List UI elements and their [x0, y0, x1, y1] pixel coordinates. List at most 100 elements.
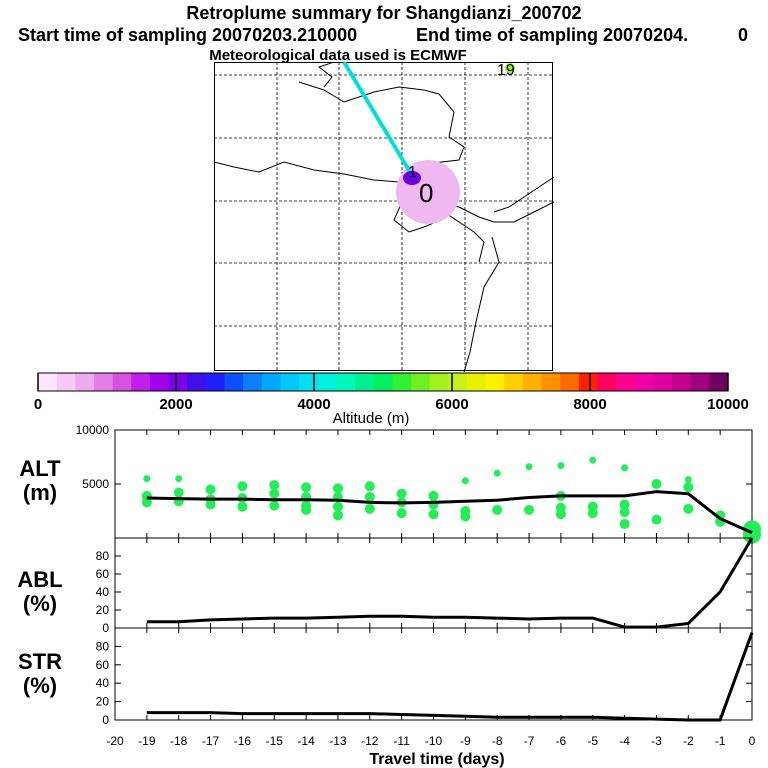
- altitude-point: [301, 482, 312, 493]
- altitude-point: [555, 509, 566, 520]
- day-label: 19: [497, 62, 515, 79]
- y-tick-label: 10000: [76, 423, 110, 437]
- colorbar-tick-label: 2000: [159, 396, 192, 413]
- altitude-point: [428, 490, 439, 501]
- altitude-colorbar: 0 2000 4000 6000 8000 10000 Altitude (m): [34, 372, 749, 427]
- alt-plot: 5000 10000: [76, 423, 761, 544]
- altitude-point: [205, 484, 216, 495]
- x-tick-label: -17: [202, 734, 220, 748]
- y-tick-label: 60: [96, 567, 110, 581]
- trajectory-map: 19 1 0: [214, 62, 554, 372]
- x-tick-label: -5: [587, 734, 598, 748]
- altitude-point: [301, 504, 312, 515]
- alt-panel-label: ALT (m): [19, 456, 61, 505]
- map-graticule: [214, 62, 554, 372]
- colorbar-swatch: [187, 373, 207, 391]
- y-tick-label: 5000: [82, 477, 109, 491]
- colorbar-swatch: [672, 373, 692, 391]
- colorbar-swatch: [541, 373, 561, 391]
- colorbar-swatch: [38, 373, 58, 391]
- altitude-point: [396, 508, 407, 519]
- altitude-point: [493, 469, 501, 477]
- x-tick-label: -12: [361, 734, 379, 748]
- colorbar-swatch: [410, 373, 431, 391]
- colorbar-swatch: [690, 373, 710, 391]
- x-tick-label: -13: [329, 734, 347, 748]
- abl-panel-label: ABL (%): [17, 567, 63, 616]
- altitude-point: [269, 500, 280, 511]
- colorbar-swatch: [205, 373, 225, 391]
- end-time-label: End time of sampling 20070204.: [416, 25, 689, 45]
- colorbar-swatch: [355, 373, 375, 391]
- altitude-point: [237, 481, 248, 492]
- colorbar-swatch: [317, 373, 337, 391]
- x-tick-labels: -20 -19 -18 -17 -16 -15 -14 -13 -12 -11 -10 -9 -8 -7-…: [106, 734, 755, 748]
- altitude-point: [269, 488, 280, 499]
- altitude-point: [589, 456, 597, 464]
- colorbar-swatch: [429, 373, 449, 391]
- x-tick-label: -11: [393, 734, 410, 748]
- altitude-point: [396, 488, 407, 499]
- altitude-point: [173, 487, 184, 498]
- colorbar-swatch: [485, 373, 505, 391]
- x-tick-label: -19: [138, 734, 156, 748]
- altitude-point: [332, 510, 343, 521]
- x-tick-label: -15: [266, 734, 284, 748]
- colorbar-swatch: [93, 373, 114, 391]
- altitude-point: [525, 463, 533, 471]
- colorbar-tick-label: 8000: [573, 396, 606, 413]
- colorbar-swatch: [634, 373, 654, 391]
- str-plot-frame: [114, 627, 753, 721]
- colorbar-swatch: [373, 373, 393, 391]
- day-label: 0: [419, 178, 433, 208]
- colorbar-swatch: [392, 373, 412, 391]
- str-panel-label: STR (%): [18, 649, 62, 698]
- y-tick-label: 60: [96, 658, 110, 672]
- y-tick-label: 0: [102, 713, 109, 727]
- colorbar-swatch: [653, 373, 673, 391]
- alt-series-line: [146, 490, 753, 534]
- x-tick-label: -4: [619, 734, 630, 748]
- colorbar-swatch: [243, 373, 263, 391]
- colorbar-swatch: [616, 373, 636, 391]
- altitude-point: [175, 475, 183, 483]
- colorbar-swatches: [38, 373, 729, 391]
- colorbar-tick-label: 6000: [435, 396, 468, 413]
- altitude-point: [460, 511, 471, 522]
- altitude-point: [364, 491, 375, 502]
- y-tick-label: 80: [96, 549, 110, 563]
- colorbar-swatch: [261, 373, 281, 391]
- colorbar-swatch: [504, 373, 524, 391]
- colorbar-swatch: [280, 373, 300, 391]
- y-tick-label: 20: [96, 603, 110, 617]
- x-tick-label: -20: [106, 734, 124, 748]
- colorbar-swatch: [336, 373, 356, 391]
- colorbar-ticks: 0 2000 4000 6000 8000 10000: [34, 373, 749, 413]
- altitude-point: [364, 481, 375, 492]
- altitude-point: [141, 497, 152, 508]
- trajectory-line: [342, 62, 418, 184]
- x-tick-label: -9: [460, 734, 471, 748]
- y-tick-label: 20: [96, 695, 110, 709]
- colorbar-tick-label: 0: [34, 396, 42, 413]
- colorbar-swatch: [131, 373, 151, 391]
- start-time-label: Start time of sampling 20070203.210000: [18, 25, 358, 45]
- altitude-point: [619, 507, 630, 518]
- colorbar-swatch: [299, 373, 319, 391]
- plume-marker: [403, 171, 421, 185]
- altitude-point: [269, 480, 280, 491]
- altitude-point: [684, 476, 692, 484]
- altitude-point: [651, 514, 662, 525]
- abl-series-line: [146, 537, 754, 629]
- colorbar-swatch: [75, 373, 95, 391]
- y-tick-label: 40: [96, 585, 110, 599]
- altitude-point: [492, 504, 503, 515]
- altitude-point: [143, 475, 151, 483]
- altitude-point: [683, 503, 694, 514]
- altitude-point: [557, 462, 565, 470]
- x-tick-label: -14: [297, 734, 315, 748]
- plume-marker-day19: [505, 63, 515, 73]
- x-tick-label: -2: [683, 734, 694, 748]
- altitude-point: [683, 482, 694, 493]
